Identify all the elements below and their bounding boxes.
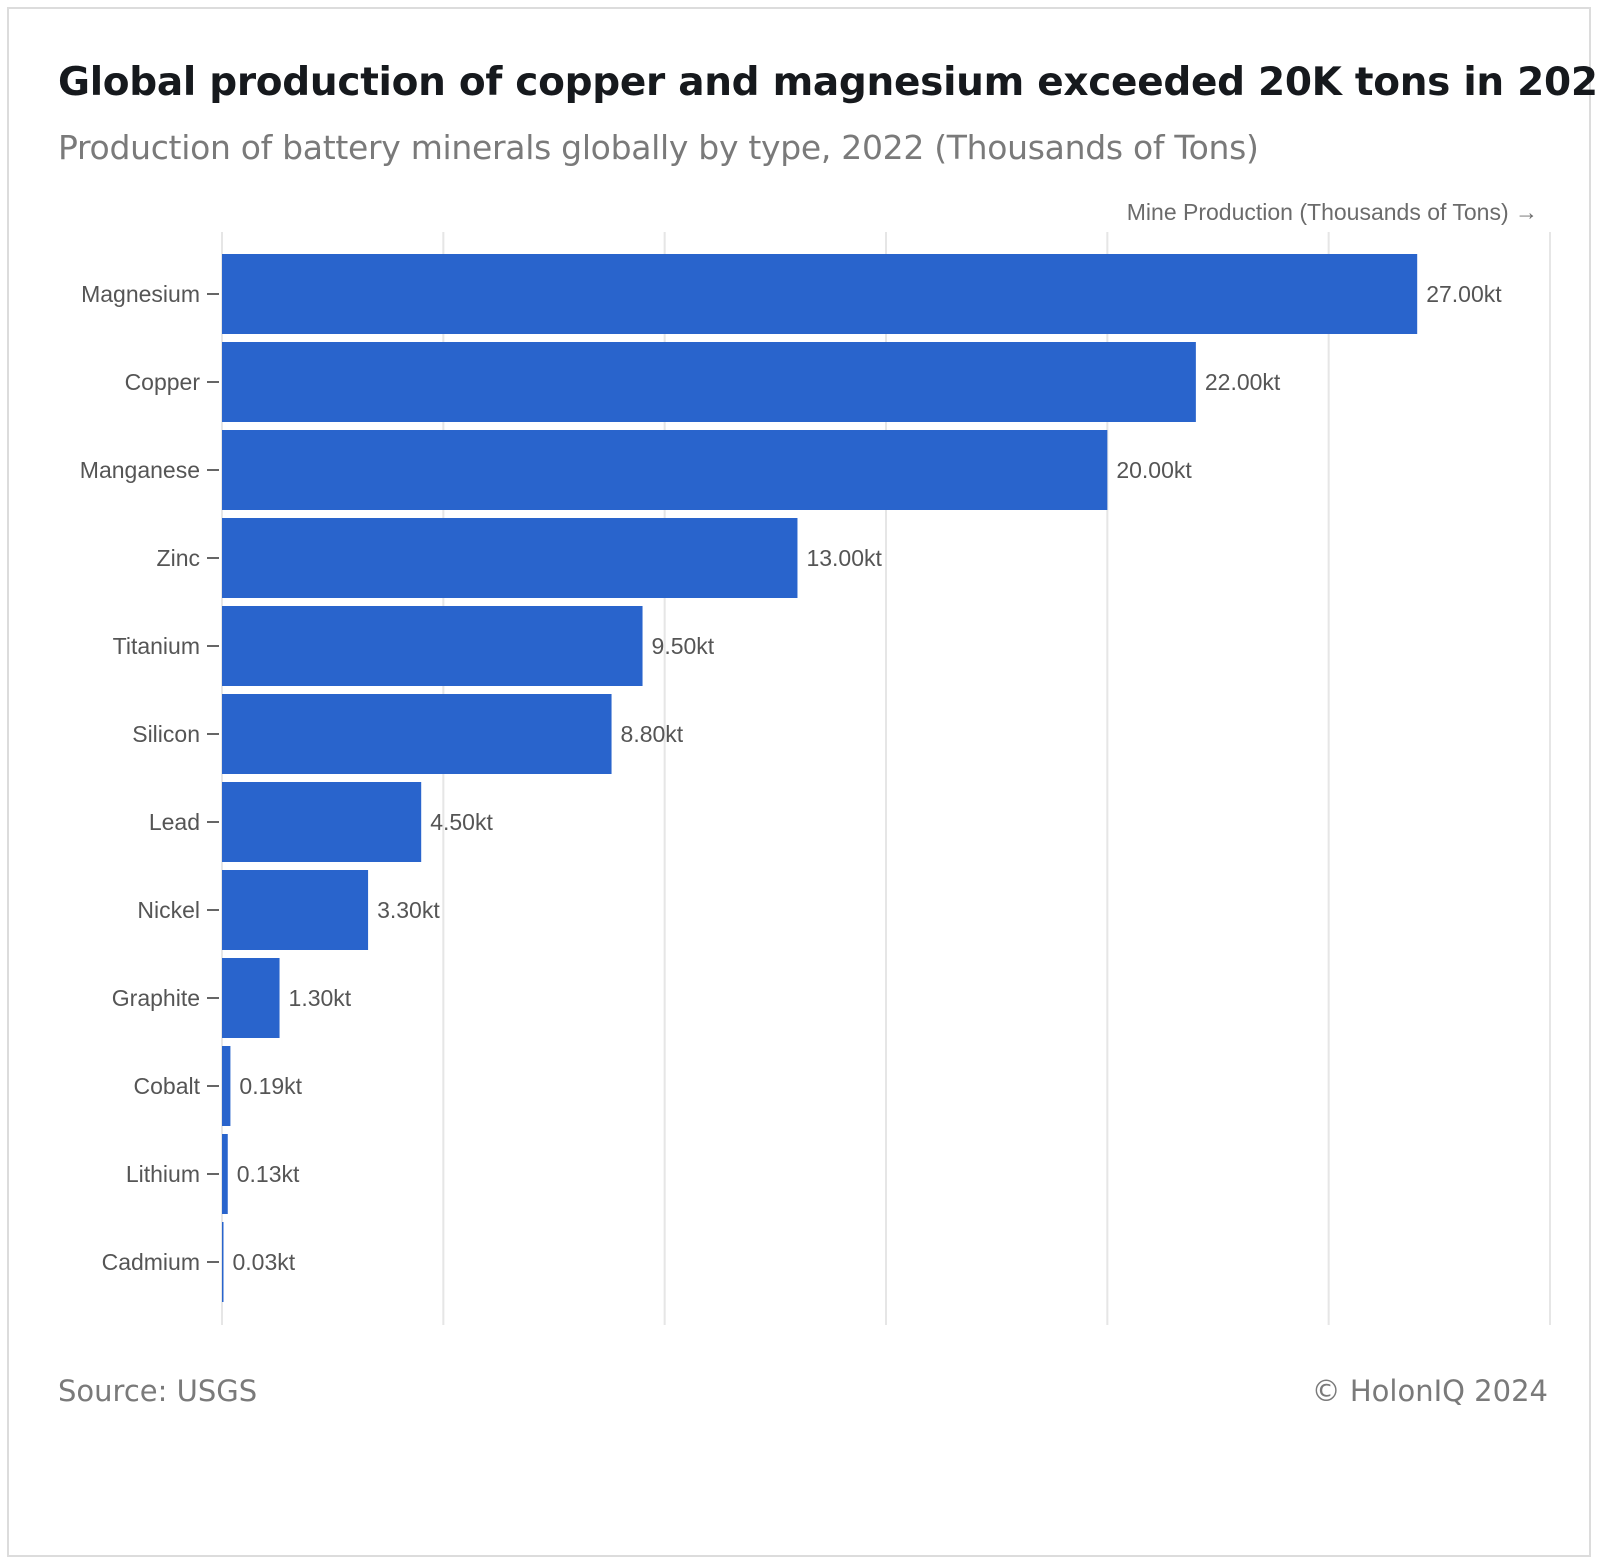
x-axis-title: Mine Production (Thousands of Tons) →	[1127, 199, 1538, 225]
value-label-graphite: 1.30kt	[289, 985, 352, 1011]
value-label-manganese: 20.00kt	[1116, 457, 1192, 483]
bar-lead[interactable]	[222, 782, 422, 862]
bar-silicon[interactable]	[222, 694, 612, 774]
value-label-cadmium: 0.03kt	[233, 1249, 296, 1275]
bar-zinc[interactable]	[222, 518, 798, 598]
copyright-note: © HolonIQ 2024	[1311, 1374, 1548, 1408]
category-label-graphite: Graphite	[112, 985, 200, 1011]
bar-manganese[interactable]	[222, 430, 1108, 510]
bar-graphite[interactable]	[222, 958, 280, 1038]
bar-titanium[interactable]	[222, 606, 643, 686]
bars	[222, 254, 1418, 1302]
bar-cadmium[interactable]	[222, 1222, 224, 1302]
value-label-silicon: 8.80kt	[621, 721, 684, 747]
category-label-cadmium: Cadmium	[102, 1249, 200, 1275]
value-label-nickel: 3.30kt	[377, 897, 440, 923]
value-label-lead: 4.50kt	[430, 809, 493, 835]
category-label-magnesium: Magnesium	[81, 281, 200, 307]
category-label-lead: Lead	[149, 809, 200, 835]
chart-subtitle: Production of battery minerals globally …	[58, 128, 1259, 167]
category-label-lithium: Lithium	[126, 1161, 200, 1187]
value-label-copper: 22.00kt	[1205, 369, 1281, 395]
category-label-copper: Copper	[125, 369, 201, 395]
value-label-zinc: 13.00kt	[806, 545, 882, 571]
value-labels: 27.00kt 22.00kt 20.00kt 13.00kt 9.50kt 8.80kt…	[233, 281, 1503, 1275]
category-labels: Magnesium Copper Manganese Zinc Titanium Sili…	[80, 281, 219, 1275]
category-label-manganese: Manganese	[80, 457, 200, 483]
chart-title: Global production of copper and magnesiu…	[58, 60, 1600, 105]
bar-magnesium[interactable]	[222, 254, 1418, 334]
bar-lithium[interactable]	[222, 1134, 228, 1214]
category-label-nickel: Nickel	[137, 897, 200, 923]
bar-cobalt[interactable]	[222, 1046, 231, 1126]
category-label-silicon: Silicon	[132, 721, 200, 747]
category-label-cobalt: Cobalt	[134, 1073, 201, 1099]
value-label-magnesium: 27.00kt	[1426, 281, 1502, 307]
value-label-titanium: 9.50kt	[652, 633, 715, 659]
category-label-titanium: Titanium	[113, 633, 200, 659]
source-note: Source: USGS	[58, 1374, 258, 1408]
bar-nickel[interactable]	[222, 870, 369, 950]
value-label-cobalt: 0.19kt	[239, 1073, 302, 1099]
category-label-zinc: Zinc	[157, 545, 200, 571]
value-label-lithium: 0.13kt	[237, 1161, 300, 1187]
bar-copper[interactable]	[222, 342, 1196, 422]
